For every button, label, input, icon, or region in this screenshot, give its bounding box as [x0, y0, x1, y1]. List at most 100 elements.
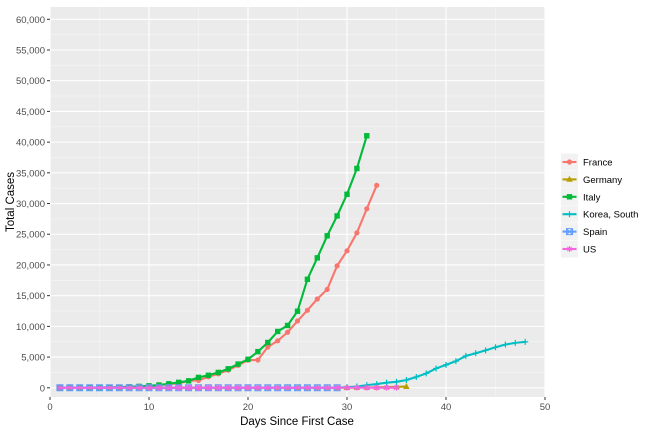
data-point-italy	[176, 379, 182, 386]
legend-label-germany: Germany	[583, 175, 622, 186]
data-point-us	[185, 384, 192, 391]
data-point-italy	[185, 378, 192, 384]
data-point-france	[334, 263, 340, 269]
legend-item-spain: Spain	[561, 223, 607, 241]
data-point-italy	[304, 276, 311, 283]
y-tick-label: 35,000	[16, 168, 45, 179]
data-point-korea-south	[492, 344, 499, 351]
data-point-france	[364, 206, 370, 212]
data-point-france	[294, 318, 301, 324]
data-point-us	[165, 384, 172, 391]
data-point-france	[255, 357, 261, 363]
y-tick-label: 30,000	[16, 199, 45, 210]
y-tick-label: 45,000	[16, 107, 45, 118]
data-point-korea-south	[512, 339, 519, 346]
x-tick-labels: 0 10 20 30 40 50	[47, 402, 550, 413]
legend-marker-italy	[566, 194, 573, 200]
data-point-us	[195, 384, 202, 391]
legend-marker-korea-south	[566, 211, 573, 218]
data-point-us	[155, 384, 162, 391]
y-tick-label: 40,000	[16, 138, 45, 149]
y-tick-label: 15,000	[16, 291, 45, 302]
data-point-italy	[205, 372, 212, 378]
data-point-us	[106, 384, 113, 391]
data-point-us	[136, 384, 143, 391]
legend-marker-us	[566, 246, 573, 252]
legend-item-us: US	[561, 240, 596, 258]
data-point-italy	[215, 369, 221, 376]
legend-label-korea-south: Korea, South	[583, 210, 638, 221]
data-point-italy	[364, 133, 370, 139]
data-point-italy	[225, 366, 231, 372]
data-point-italy	[245, 356, 251, 363]
data-point-us	[383, 384, 390, 391]
series-layer	[56, 133, 529, 392]
data-point-us	[56, 384, 63, 391]
data-point-italy	[255, 348, 261, 355]
legend-item-korea-south: Korea, South	[561, 205, 638, 223]
data-point-us	[314, 384, 321, 391]
x-axis-title: Days Since First Case	[240, 416, 354, 428]
data-point-france	[285, 329, 291, 335]
y-tick-label: 10,000	[16, 322, 45, 333]
data-point-france	[354, 230, 360, 236]
legend-label-italy: Italy	[583, 192, 601, 203]
x-tick-label: 10	[144, 402, 155, 413]
series-us	[56, 384, 400, 391]
data-point-us	[116, 384, 123, 391]
data-point-us	[96, 384, 103, 391]
data-point-us	[393, 384, 400, 391]
data-point-france	[304, 307, 310, 313]
data-point-us	[353, 384, 360, 391]
legend-marker-germany	[566, 175, 573, 182]
legend: France Germany Italy Korea, South Spain US	[561, 153, 638, 258]
x-tick-label: 30	[342, 402, 353, 413]
data-point-italy	[265, 339, 271, 346]
data-point-france	[344, 248, 350, 254]
y-tick-label: 50,000	[16, 76, 45, 87]
grid-minor	[50, 7, 545, 397]
y-tick-label: 55,000	[16, 45, 45, 56]
legend-item-germany: Germany	[561, 170, 622, 188]
data-point-italy	[166, 381, 172, 387]
data-point-italy	[354, 165, 360, 172]
data-point-korea-south	[393, 378, 400, 385]
data-point-us	[76, 384, 83, 391]
data-point-italy	[344, 191, 350, 197]
data-point-us	[294, 384, 301, 391]
data-point-us	[235, 384, 242, 391]
data-point-us	[205, 384, 212, 391]
data-point-us	[215, 384, 222, 391]
data-point-us	[254, 384, 261, 391]
data-point-italy	[195, 374, 202, 381]
data-point-us	[175, 384, 182, 391]
x-tick-label: 50	[540, 402, 551, 413]
y-tick-label: 25,000	[16, 230, 45, 241]
legend-label-france: France	[583, 158, 613, 169]
data-point-us	[304, 384, 311, 391]
data-point-italy	[314, 255, 320, 261]
data-point-korea-south	[433, 365, 440, 372]
y-tick-label: 60,000	[16, 15, 45, 26]
data-point-france	[374, 182, 380, 188]
data-point-germany	[403, 382, 410, 389]
data-point-us	[274, 384, 281, 391]
y-axis-title: Total Cases	[5, 172, 17, 232]
y-tick-label: 0	[40, 383, 45, 394]
data-point-korea-south	[403, 377, 410, 384]
data-point-korea-south	[452, 358, 459, 365]
data-point-korea-south	[502, 341, 509, 348]
y-tick-label: 5,000	[21, 353, 45, 364]
data-point-us	[373, 384, 380, 391]
data-point-italy	[324, 233, 330, 239]
data-point-us	[146, 384, 152, 391]
data-point-us	[284, 384, 291, 391]
data-point-us	[363, 384, 370, 391]
data-point-korea-south	[472, 350, 479, 357]
data-point-us	[334, 384, 341, 391]
axis-ticks	[47, 18, 546, 400]
data-point-italy	[294, 308, 301, 314]
legend-marker-spain	[566, 228, 573, 236]
data-point-korea-south	[522, 338, 529, 345]
